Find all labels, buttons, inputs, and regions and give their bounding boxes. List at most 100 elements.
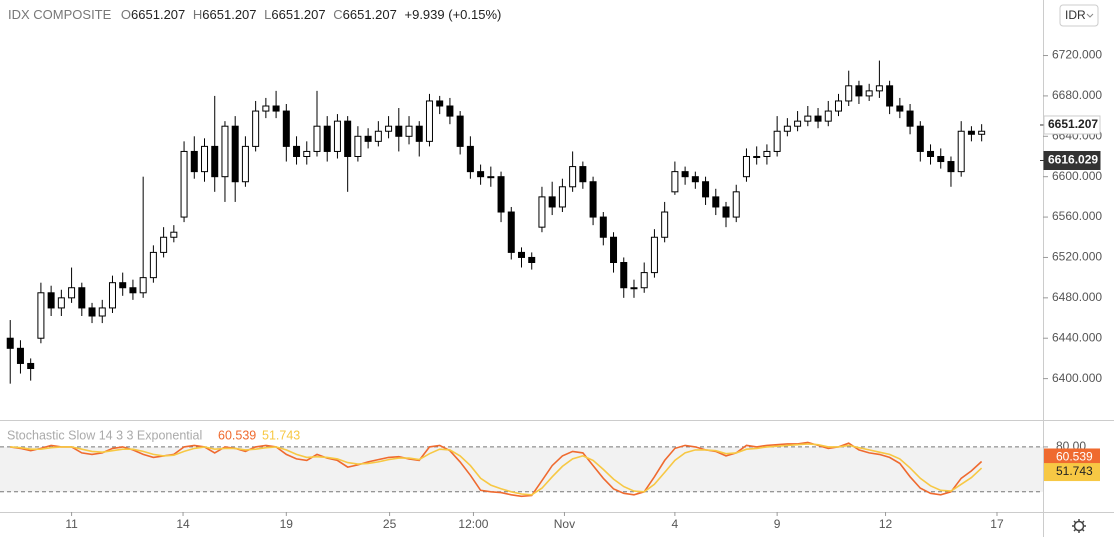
legend-entry: 60.539	[218, 428, 256, 442]
open-label: O	[121, 7, 131, 22]
candle-body	[374, 130, 382, 142]
candle-body	[650, 236, 658, 274]
value-marker-label: 51.743	[1056, 464, 1093, 478]
candle-body	[477, 171, 485, 178]
candle-body	[446, 105, 454, 117]
candle-body	[395, 125, 403, 137]
value-marker-label: 60.539	[1056, 450, 1093, 464]
candle-body	[610, 236, 618, 263]
x-tick-label: Nov	[554, 517, 575, 531]
y-tick-label: 6440.000	[1052, 330, 1102, 344]
gear[interactable]	[1073, 520, 1085, 532]
candle-body	[783, 125, 791, 132]
candle-body	[620, 262, 628, 289]
price-marker-label: 6616.029	[1048, 153, 1098, 167]
candle-body	[814, 115, 822, 122]
high-value: 6651.207	[202, 7, 256, 22]
candle-body	[978, 130, 986, 135]
candle-body	[742, 155, 750, 178]
candle-body	[507, 211, 515, 253]
candle-body	[487, 176, 495, 179]
candle-body	[6, 337, 14, 349]
candle-body	[160, 236, 168, 253]
candle-body	[691, 176, 699, 183]
candle-body	[947, 161, 955, 173]
candle-body	[78, 287, 86, 309]
candle-body	[548, 196, 556, 208]
currency[interactable]: IDR	[1065, 8, 1086, 22]
candle-body	[896, 105, 904, 112]
candle-body	[57, 297, 65, 309]
y-tick-label: 6680.000	[1052, 88, 1102, 102]
candle-body	[763, 150, 771, 157]
candle-body	[824, 110, 832, 122]
legend-entry: 51.743	[262, 428, 300, 442]
candle-body	[702, 181, 710, 198]
candle-body	[456, 115, 464, 147]
open-value: 6651.207	[131, 7, 185, 22]
currency-button[interactable]: IDR	[1059, 4, 1099, 27]
candle-body	[538, 196, 546, 228]
candle-body	[88, 307, 96, 317]
candle-body	[722, 206, 730, 218]
x-tick-label: 12	[879, 517, 893, 531]
gear-teeth[interactable]	[1072, 519, 1086, 533]
candle-body	[344, 120, 352, 157]
candle-body	[937, 155, 945, 163]
legend: IDX COMPOSITE O6651.207 H6651.207 L6651.…	[8, 7, 501, 22]
candle-body	[753, 155, 761, 158]
settings-icon[interactable]	[1072, 519, 1086, 533]
candle-body	[804, 115, 812, 122]
y-tick-label: 6600.000	[1052, 169, 1102, 183]
change: +9.939 (+0.15%)	[405, 7, 502, 22]
candle-body	[599, 216, 607, 238]
candle-body	[906, 110, 914, 127]
y-tick-label: 6400.000	[1052, 371, 1102, 385]
candle-body	[119, 282, 127, 289]
candle-body	[436, 100, 444, 107]
candle-body	[712, 196, 720, 208]
indicator-title: Stochastic Slow 14 3 3 Exponential	[7, 428, 202, 442]
candle-body	[241, 145, 249, 183]
close-label: C	[333, 7, 342, 22]
x-tick-label: 12:00	[458, 517, 488, 531]
candle-body	[47, 292, 55, 309]
candle-body	[681, 171, 689, 178]
candle-body	[518, 251, 525, 258]
symbol: IDX COMPOSITE	[8, 7, 112, 22]
value-marker-box	[1044, 448, 1100, 467]
candle-body	[333, 120, 341, 152]
stoch-line	[10, 443, 983, 496]
candle-body	[865, 90, 873, 97]
x-tick-label: 9	[774, 517, 781, 531]
candle-body	[497, 176, 505, 213]
candle-body	[569, 166, 577, 188]
candle-body	[354, 135, 362, 157]
x-tick-label: 4	[672, 517, 679, 531]
candle-body	[190, 150, 198, 173]
candle-body	[875, 85, 883, 92]
candle-body	[732, 191, 740, 218]
candle-body	[282, 110, 290, 147]
candle-body	[773, 130, 781, 152]
candle-body	[834, 100, 842, 112]
y-tick-label: 6720.000	[1052, 48, 1102, 62]
dropdown-arrow[interactable]	[1086, 13, 1094, 18]
candle-body	[855, 85, 863, 97]
x-tick-label: 11	[65, 517, 78, 531]
currency-box[interactable]	[1059, 4, 1099, 27]
candle-body	[916, 125, 924, 152]
candle-body	[466, 145, 474, 173]
x-tick-label: 14	[176, 517, 190, 531]
candle-body	[313, 125, 321, 152]
candle-body	[211, 145, 219, 178]
candle-body	[303, 150, 311, 157]
candle-body	[385, 125, 393, 132]
candle-body	[16, 347, 24, 364]
candle-body	[98, 307, 106, 317]
candle-body	[262, 105, 270, 112]
candle-body	[589, 181, 597, 218]
candle-body	[68, 287, 76, 299]
candle-body	[108, 282, 116, 309]
